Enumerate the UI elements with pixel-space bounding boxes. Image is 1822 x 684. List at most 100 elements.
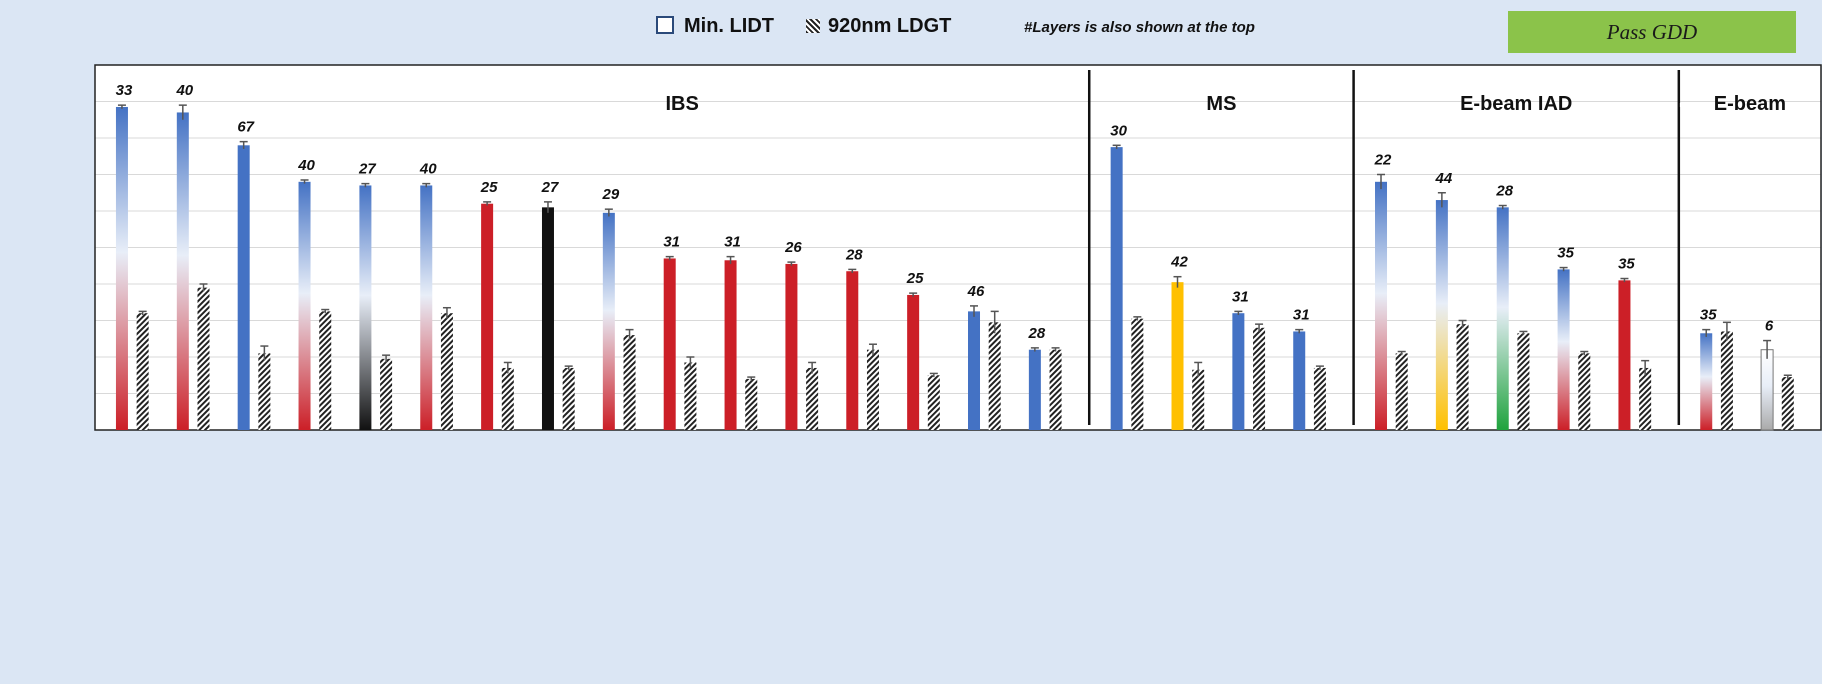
ldgt-bar: [258, 353, 271, 430]
group-label: IBS: [665, 93, 698, 115]
lidt-bar: [1760, 349, 1774, 431]
ldgt-bar: [988, 322, 1001, 430]
lidt-bar: [1028, 349, 1041, 430]
group-label-mask: [1151, 103, 1292, 107]
group-labels: IBS MS E-beam IAD E-beam: [612, 93, 1820, 115]
ldgt-bar: [197, 287, 210, 430]
layer-count-label: 40: [175, 82, 193, 99]
layer-count-label: 28: [1028, 325, 1046, 342]
lidt-bar: [541, 207, 554, 430]
layer-count-label: 29: [601, 186, 619, 203]
lidt-bar: [359, 185, 372, 430]
lidt-bar: [907, 294, 920, 430]
layer-count-label: 31: [724, 234, 741, 251]
layers-note: #Layers is also shown at the top: [1024, 19, 1255, 36]
plot-border: [94, 64, 1822, 431]
lidt-bar: [1232, 313, 1245, 430]
lidt-bar: [846, 271, 859, 430]
layer-count-label: 42: [1170, 254, 1188, 271]
ldgt-bar: [1639, 367, 1652, 430]
layer-count-label: 35: [1557, 245, 1574, 262]
ldgt-bar: [866, 349, 879, 430]
lidt-bar: [968, 311, 981, 430]
ldgt-bar: [927, 375, 940, 430]
lidt-bar: [1557, 269, 1570, 430]
layer-count-label: 31: [663, 234, 680, 251]
layer-count-label: 40: [297, 157, 315, 174]
ldgt-bar: [440, 313, 453, 430]
layer-count-label: 28: [845, 246, 863, 263]
lidt-bar: [1618, 280, 1631, 430]
layer-count-label: 35: [1618, 256, 1635, 273]
layer-count-label: 6: [1765, 318, 1774, 335]
layer-count-label: 27: [358, 161, 376, 178]
ldgt-bar: [1395, 353, 1408, 430]
lidt-bar: [1496, 207, 1509, 430]
layer-count-label: 67: [237, 119, 254, 136]
ldgt-bar: [1313, 367, 1326, 430]
lidt-bar: [481, 203, 494, 430]
legend-ldgt-label: 920nm LDGT: [828, 15, 952, 37]
lidt-bar: [115, 106, 128, 430]
group-label: MS: [1206, 93, 1236, 115]
layer-count-label: 31: [1232, 288, 1249, 305]
lidt-bar: [1293, 331, 1306, 430]
lidt-bar: [785, 263, 798, 430]
ldgt-bar: [806, 367, 819, 430]
layer-count-label: 28: [1495, 183, 1513, 200]
lidt-bar: [1435, 200, 1448, 430]
lidt-bar: [176, 112, 189, 430]
ldgt-bar: [1192, 369, 1205, 430]
legend-lidt-swatch: [656, 16, 674, 34]
ldgt-bar: [1253, 327, 1266, 430]
ldgt-bar: [562, 367, 575, 430]
ldgt-bar: [136, 313, 149, 430]
bars: 33 40 67 40 27 40 25 27 29 31 31 26 28 25 46 28 30 42 31 31…: [115, 82, 1794, 431]
layer-count-label: 33: [116, 82, 133, 99]
layer-count-label: 27: [541, 179, 559, 196]
ldgt-bar: [1049, 349, 1062, 430]
ldgt-bar: [1578, 353, 1591, 430]
lidt-bar: [1375, 181, 1388, 430]
lidt-bar: [724, 260, 737, 430]
ldgt-bar: [501, 367, 514, 430]
layer-count-label: 46: [967, 283, 985, 300]
ldgt-bar: [319, 311, 332, 430]
ldgt-bar: [1456, 324, 1469, 430]
ldgt-bar: [380, 358, 393, 430]
lidt-bar: [237, 145, 250, 431]
legend-ldgt-swatch: [806, 19, 820, 33]
legend-lidt-label: Min. LIDT: [684, 15, 774, 37]
layer-count-label: 25: [480, 179, 498, 196]
layer-count-label: 44: [1435, 170, 1453, 187]
ldgt-bar: [684, 362, 697, 430]
group-label: E-beam: [1714, 93, 1786, 115]
lidt-bar: [1110, 147, 1123, 430]
lidt-bar: [420, 185, 433, 430]
lidt-bar: [602, 212, 615, 430]
layer-count-label: 35: [1700, 307, 1717, 324]
lidt-bar: [663, 258, 676, 430]
pass-gdd-badge: Pass GDD: [1508, 11, 1796, 53]
group-label-mask: [1446, 103, 1587, 107]
grid-lines: [94, 64, 1822, 431]
group-label-mask: [612, 103, 753, 107]
lidt-bar: [1171, 282, 1184, 430]
ldgt-bar: [1131, 318, 1144, 430]
layer-count-label: 40: [419, 161, 437, 178]
ldgt-bar: [745, 378, 758, 430]
layer-count-label: 31: [1293, 307, 1310, 324]
group-separators: [1087, 70, 1681, 425]
group-label: E-beam IAD: [1460, 93, 1572, 115]
ldgt-bar: [1517, 333, 1530, 430]
ldgt-bar: [623, 335, 636, 430]
group-label-mask: [1679, 103, 1820, 107]
layer-count-label: 25: [906, 270, 924, 287]
ldgt-bar: [1781, 377, 1794, 430]
layer-count-label: 26: [784, 239, 802, 256]
ldgt-bar: [1720, 331, 1733, 430]
layer-count-label: 30: [1110, 122, 1127, 139]
layer-count-label: 22: [1374, 152, 1392, 169]
lidt-bar: [298, 181, 311, 430]
